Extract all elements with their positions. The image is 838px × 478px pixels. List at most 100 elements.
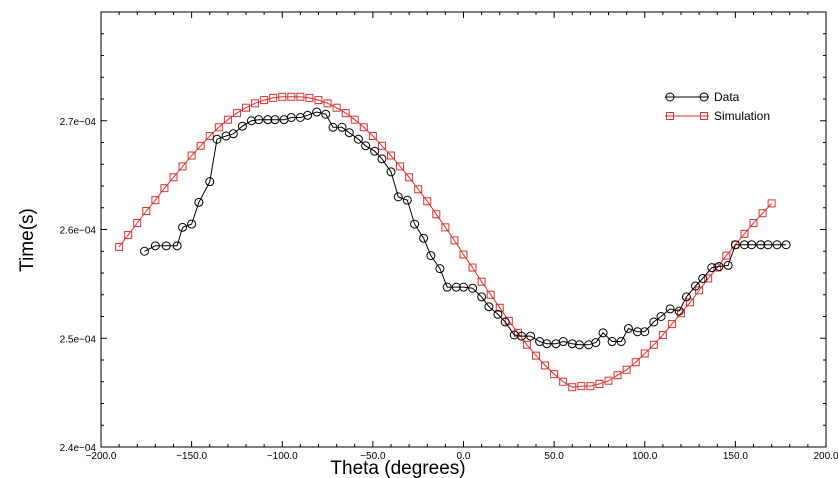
- data-point-simulation: [550, 370, 559, 379]
- data-point-simulation: [232, 109, 241, 118]
- legend-marker-data: [665, 92, 675, 102]
- data-point-simulation: [142, 207, 151, 216]
- data-point-simulation: [486, 290, 495, 299]
- data-point-simulation: [677, 309, 685, 318]
- data-point-data: [386, 167, 396, 177]
- data-point-simulation: [368, 131, 377, 140]
- series-layer: [115, 92, 791, 392]
- data-point-simulation: [740, 229, 749, 238]
- data-point-data: [194, 197, 204, 207]
- data-point-simulation: [287, 92, 296, 101]
- data-point-data: [178, 222, 188, 232]
- data-point-simulation: [350, 115, 359, 124]
- data-point-data: [739, 240, 749, 250]
- data-point-simulation: [568, 383, 577, 392]
- x-tick-label: 50.0: [544, 451, 564, 462]
- data-point-simulation: [649, 340, 658, 349]
- data-point-simulation: [749, 218, 758, 227]
- data-point-simulation: [758, 209, 767, 218]
- data-point-simulation: [305, 93, 314, 102]
- data-point-data: [681, 292, 691, 302]
- data-point-data: [344, 128, 354, 138]
- data-point-simulation: [432, 210, 441, 219]
- data-point-simulation: [205, 131, 214, 140]
- data-point-data: [270, 115, 280, 125]
- data-point-simulation: [196, 141, 205, 150]
- data-point-simulation: [242, 103, 250, 112]
- legend-marker-data: [699, 92, 709, 102]
- data-point-data: [714, 261, 724, 271]
- y-axis-ticks: 2.4e−04 2.5e−04 2.6e−04 2.7e−04: [60, 33, 826, 454]
- data-point-data: [509, 330, 519, 340]
- data-point-simulation: [414, 185, 423, 194]
- data-point-data: [691, 281, 700, 291]
- data-point-data: [150, 241, 160, 251]
- data-point-simulation: [396, 162, 405, 171]
- data-point-data: [477, 292, 487, 302]
- data-point-data: [140, 246, 149, 256]
- data-point-simulation: [658, 330, 667, 339]
- data-point-simulation: [377, 141, 386, 150]
- data-point-simulation: [559, 377, 568, 386]
- data-point-data: [517, 331, 526, 341]
- data-point-data: [187, 219, 197, 229]
- x-tick-label: −150.0: [176, 451, 207, 462]
- data-point-simulation: [722, 251, 731, 260]
- data-point-simulation: [441, 223, 450, 232]
- data-point-simulation: [423, 197, 432, 206]
- data-point-simulation: [405, 173, 414, 182]
- data-point-simulation: [133, 218, 142, 227]
- data-point-data: [459, 282, 468, 292]
- data-point-simulation: [278, 92, 287, 101]
- data-point-simulation: [450, 236, 459, 245]
- data-point-data: [656, 312, 666, 321]
- data-point-data: [674, 306, 684, 316]
- data-point-data: [237, 121, 247, 131]
- data-point-simulation: [341, 109, 350, 118]
- data-point-data: [698, 273, 708, 283]
- data-point-data: [633, 327, 642, 337]
- x-axis-ticks: −200.0 −150.0 −100.0 −50.0 0.0 50.0 100.0 150.0…: [86, 12, 838, 462]
- data-point-data: [370, 146, 380, 156]
- x-tick-label: 200.0: [813, 451, 838, 462]
- data-point-simulation: [532, 351, 540, 360]
- data-point-data: [558, 337, 568, 347]
- data-point-data: [640, 327, 650, 337]
- data-point-simulation: [667, 320, 676, 329]
- data-point-simulation: [541, 361, 550, 370]
- data-point-data: [451, 282, 461, 292]
- data-point-data: [772, 240, 782, 250]
- data-point-data: [756, 240, 766, 250]
- data-point-data: [493, 309, 503, 319]
- data-point-data: [542, 339, 552, 349]
- data-point-simulation: [178, 162, 187, 171]
- data-point-data: [781, 240, 791, 250]
- data-point-simulation: [577, 382, 586, 391]
- data-point-data: [649, 317, 659, 327]
- legend-label-simulation: Simulation: [714, 109, 770, 123]
- y-tick-label: 2.7e−04: [60, 117, 97, 128]
- series-data: [140, 107, 791, 350]
- data-point-simulation: [631, 358, 640, 367]
- data-point-simulation: [214, 123, 223, 132]
- data-point-simulation: [522, 340, 531, 349]
- data-point-data: [442, 282, 452, 292]
- x-axis-title: Theta (degrees): [330, 458, 465, 478]
- data-point-simulation: [296, 92, 305, 101]
- data-point-data: [353, 134, 363, 144]
- data-point-data: [321, 109, 331, 119]
- data-point-simulation: [595, 379, 604, 388]
- x-tick-label: 150.0: [723, 451, 748, 462]
- data-point-simulation: [468, 263, 477, 272]
- data-point-data: [468, 283, 478, 293]
- data-point-data: [730, 240, 740, 250]
- data-point-data: [361, 141, 371, 151]
- data-point-simulation: [586, 382, 595, 391]
- x-tick-label: 100.0: [632, 451, 657, 462]
- data-point-data: [205, 177, 215, 187]
- data-point-data: [591, 338, 601, 348]
- y-tick-label: 2.5e−04: [60, 334, 97, 345]
- data-point-data: [303, 110, 313, 120]
- x-tick-label: −100.0: [267, 451, 298, 462]
- data-point-data: [228, 129, 238, 139]
